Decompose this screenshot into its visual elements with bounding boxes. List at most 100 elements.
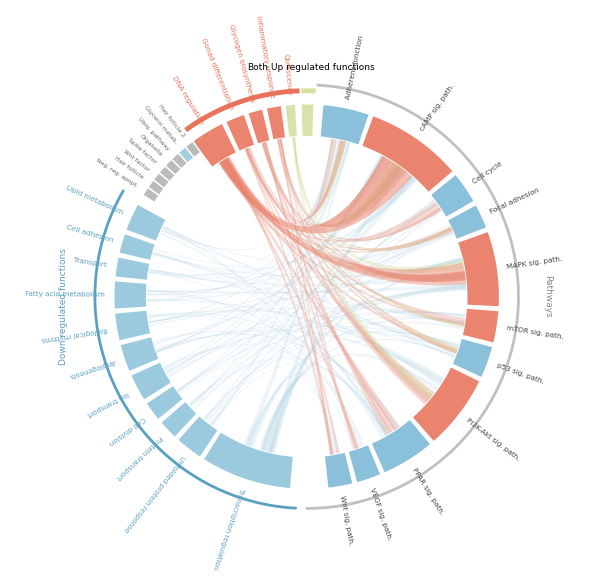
Polygon shape <box>280 139 432 403</box>
Text: Unfolded protein response: Unfolded protein response <box>122 454 185 534</box>
Polygon shape <box>212 139 334 426</box>
Polygon shape <box>247 148 435 399</box>
Polygon shape <box>263 142 430 405</box>
Polygon shape <box>179 417 217 456</box>
Polygon shape <box>192 316 464 409</box>
Polygon shape <box>280 139 334 455</box>
Polygon shape <box>187 142 200 156</box>
Polygon shape <box>152 253 463 278</box>
Polygon shape <box>147 290 360 448</box>
Text: Ubiq. pathway: Ubiq. pathway <box>137 116 170 151</box>
Text: Lipid metabolism: Lipid metabolism <box>65 185 124 216</box>
Text: MAPK sig. path.: MAPK sig. path. <box>506 256 562 270</box>
Polygon shape <box>166 155 386 373</box>
Polygon shape <box>190 142 349 407</box>
Polygon shape <box>372 420 430 472</box>
Polygon shape <box>178 203 437 392</box>
Polygon shape <box>127 205 166 241</box>
Polygon shape <box>149 177 416 275</box>
Polygon shape <box>178 311 466 391</box>
Polygon shape <box>263 142 466 282</box>
Polygon shape <box>149 181 163 195</box>
Polygon shape <box>189 360 335 454</box>
Text: Adherens junction: Adherens junction <box>346 35 365 100</box>
Polygon shape <box>147 299 445 381</box>
Polygon shape <box>161 140 341 250</box>
Polygon shape <box>218 161 452 253</box>
Polygon shape <box>207 331 460 423</box>
Text: p53 sig. path.: p53 sig. path. <box>496 363 544 386</box>
Polygon shape <box>302 104 313 136</box>
Polygon shape <box>157 329 443 384</box>
Polygon shape <box>293 137 458 352</box>
Polygon shape <box>362 117 452 192</box>
Polygon shape <box>349 445 380 482</box>
Polygon shape <box>245 148 396 432</box>
Polygon shape <box>248 147 441 242</box>
Text: Up regulated functions: Up regulated functions <box>271 63 374 71</box>
Text: Cell adhesion: Cell adhesion <box>65 224 113 244</box>
Text: mTOR sig. path.: mTOR sig. path. <box>506 325 563 340</box>
Text: Organelle: Organelle <box>139 134 163 158</box>
Text: Focal adhesion: Focal adhesion <box>489 187 540 215</box>
Polygon shape <box>270 210 442 454</box>
Polygon shape <box>218 161 464 326</box>
Polygon shape <box>166 233 454 373</box>
Polygon shape <box>161 402 196 437</box>
Polygon shape <box>224 158 399 431</box>
Polygon shape <box>164 142 350 369</box>
Polygon shape <box>147 141 343 301</box>
Polygon shape <box>265 142 464 325</box>
Polygon shape <box>157 325 455 358</box>
Polygon shape <box>147 386 182 419</box>
Polygon shape <box>205 286 466 421</box>
Polygon shape <box>453 339 492 377</box>
Polygon shape <box>149 268 457 355</box>
Polygon shape <box>260 339 455 451</box>
Polygon shape <box>247 148 465 322</box>
Polygon shape <box>211 363 388 436</box>
Polygon shape <box>265 140 345 219</box>
Polygon shape <box>131 363 171 399</box>
Polygon shape <box>160 232 388 436</box>
Polygon shape <box>163 345 364 447</box>
Text: Angiogenesis: Angiogenesis <box>69 359 116 380</box>
Text: DNA regulation: DNA regulation <box>172 75 205 125</box>
Polygon shape <box>152 254 457 352</box>
Polygon shape <box>115 281 146 308</box>
Polygon shape <box>262 143 439 240</box>
Polygon shape <box>148 313 398 430</box>
Polygon shape <box>190 357 387 436</box>
Polygon shape <box>154 229 452 269</box>
Polygon shape <box>147 293 384 438</box>
Text: Biological rhythms: Biological rhythms <box>41 326 108 342</box>
Polygon shape <box>293 137 346 218</box>
Text: Neg. reg. apopt.: Neg. reg. apopt. <box>95 158 139 188</box>
Polygon shape <box>116 258 149 280</box>
Polygon shape <box>321 105 368 144</box>
Polygon shape <box>245 148 451 250</box>
Polygon shape <box>265 142 333 455</box>
Polygon shape <box>149 308 466 323</box>
Polygon shape <box>286 105 297 137</box>
Polygon shape <box>168 209 442 377</box>
Polygon shape <box>166 160 180 174</box>
Polygon shape <box>147 229 452 302</box>
Polygon shape <box>203 321 463 420</box>
Polygon shape <box>293 137 464 328</box>
Polygon shape <box>204 432 293 488</box>
Polygon shape <box>259 353 438 451</box>
Polygon shape <box>263 142 453 251</box>
Polygon shape <box>179 148 193 162</box>
Text: Ion transport: Ion transport <box>86 390 130 417</box>
Polygon shape <box>149 224 450 278</box>
Polygon shape <box>244 149 340 454</box>
Polygon shape <box>162 227 452 263</box>
Polygon shape <box>149 269 464 325</box>
Polygon shape <box>325 453 352 488</box>
Polygon shape <box>155 333 401 428</box>
Polygon shape <box>163 225 455 357</box>
Polygon shape <box>280 139 466 282</box>
Polygon shape <box>157 139 334 352</box>
Polygon shape <box>154 231 453 345</box>
